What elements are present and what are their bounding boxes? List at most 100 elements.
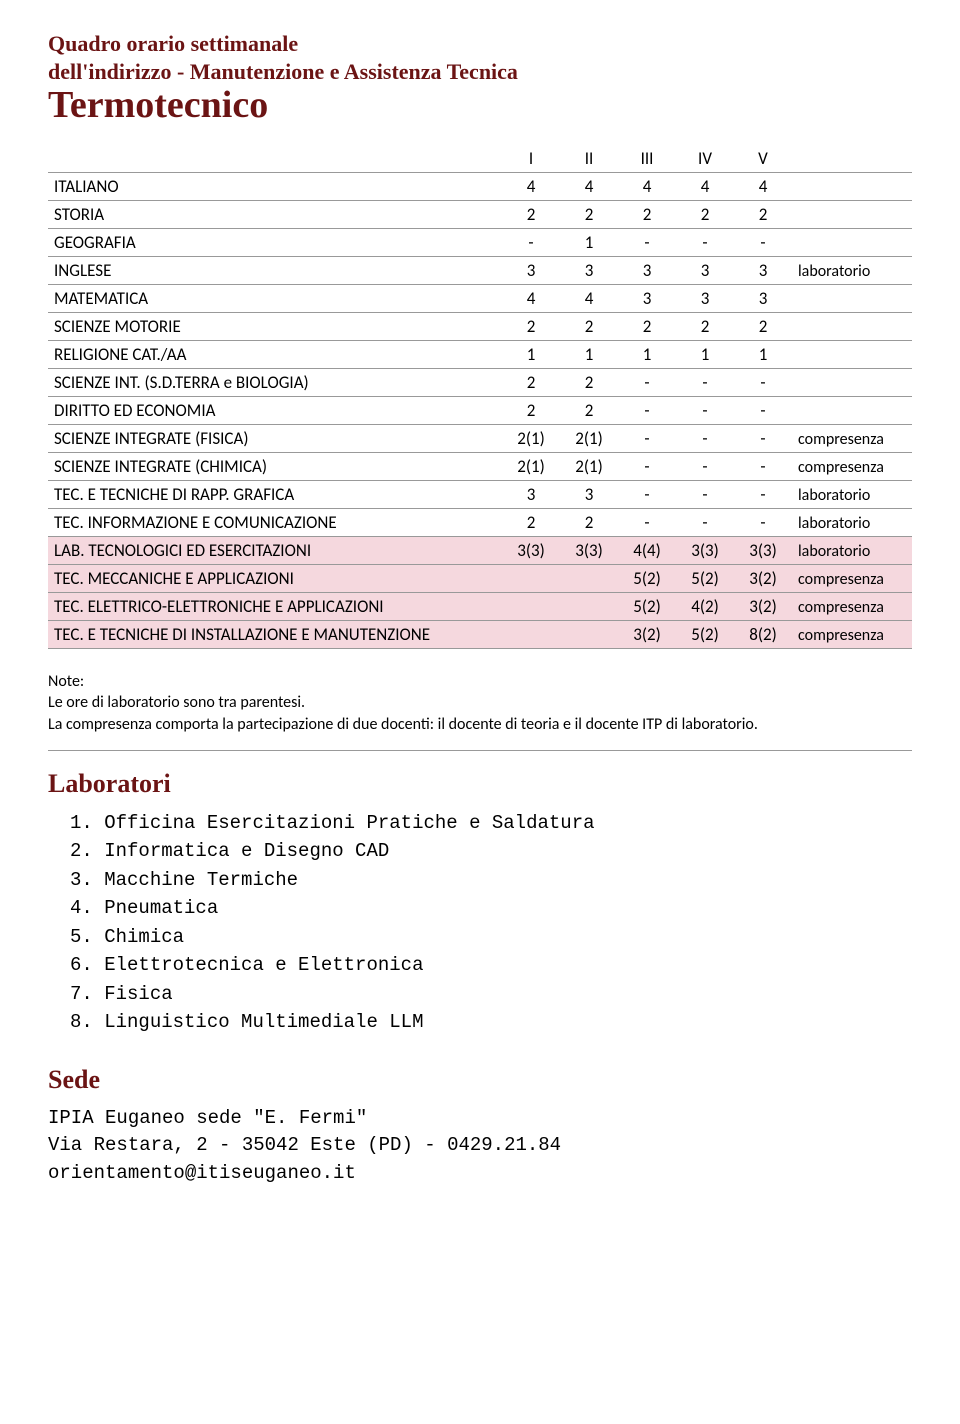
note-cell: compresenza xyxy=(792,452,912,480)
value-cell: - xyxy=(676,508,734,536)
table-row: SCIENZE INTEGRATE (CHIMICA)2(1)2(1)---co… xyxy=(48,452,912,480)
subject-cell: TEC. ELETTRICO-ELETTRONICHE E APPLICAZIO… xyxy=(48,592,502,620)
subject-cell: SCIENZE INT. (S.D.TERRA e BIOLOGIA) xyxy=(48,368,502,396)
table-row: LAB. TECNOLOGICI ED ESERCITAZIONI3(3)3(3… xyxy=(48,536,912,564)
subject-cell: ITALIANO xyxy=(48,172,502,200)
timetable-header-row: I II III IV V xyxy=(48,145,912,173)
value-cell: 5(2) xyxy=(618,592,676,620)
value-cell: - xyxy=(618,228,676,256)
notes-line: La compresenza comporta la partecipazion… xyxy=(48,714,912,736)
value-cell: 3 xyxy=(734,284,792,312)
note-cell xyxy=(792,340,912,368)
value-cell: 4 xyxy=(560,172,618,200)
value-cell: 2 xyxy=(502,368,560,396)
list-item: Elettrotecnica e Elettronica xyxy=(70,951,912,980)
list-item: Macchine Termiche xyxy=(70,866,912,895)
value-cell: 3 xyxy=(676,256,734,284)
value-cell: - xyxy=(676,368,734,396)
table-row: GEOGRAFIA-1--- xyxy=(48,228,912,256)
value-cell: - xyxy=(618,480,676,508)
notes-line: Le ore di laboratorio sono tra parentesi… xyxy=(48,692,912,714)
table-row: STORIA22222 xyxy=(48,200,912,228)
labs-list: Officina Esercitazioni Pratiche e Saldat… xyxy=(70,809,912,1037)
list-item: Pneumatica xyxy=(70,894,912,923)
value-cell: 3(3) xyxy=(676,536,734,564)
value-cell: - xyxy=(676,424,734,452)
value-cell: 5(2) xyxy=(618,564,676,592)
value-cell: 3 xyxy=(618,284,676,312)
table-row: INGLESE33333laboratorio xyxy=(48,256,912,284)
value-cell: 1 xyxy=(560,228,618,256)
subject-cell: LAB. TECNOLOGICI ED ESERCITAZIONI xyxy=(48,536,502,564)
subject-cell: SCIENZE INTEGRATE (CHIMICA) xyxy=(48,452,502,480)
value-cell: - xyxy=(734,508,792,536)
value-cell: - xyxy=(734,368,792,396)
value-cell: 2 xyxy=(502,200,560,228)
note-cell: laboratorio xyxy=(792,480,912,508)
value-cell xyxy=(502,564,560,592)
subject-cell: INGLESE xyxy=(48,256,502,284)
value-cell: 3 xyxy=(676,284,734,312)
table-row: SCIENZE INTEGRATE (FISICA)2(1)2(1)---com… xyxy=(48,424,912,452)
value-cell: 2 xyxy=(560,368,618,396)
value-cell: 3 xyxy=(502,480,560,508)
value-cell: 2 xyxy=(502,312,560,340)
value-cell: 2 xyxy=(676,200,734,228)
value-cell xyxy=(560,564,618,592)
value-cell: 5(2) xyxy=(676,564,734,592)
value-cell: - xyxy=(618,368,676,396)
value-cell: - xyxy=(734,424,792,452)
value-cell xyxy=(560,620,618,648)
note-cell xyxy=(792,284,912,312)
value-cell: 4(4) xyxy=(618,536,676,564)
labs-title: Laboratori xyxy=(48,769,912,799)
value-cell xyxy=(502,620,560,648)
subject-cell: RELIGIONE CAT./AA xyxy=(48,340,502,368)
value-cell: - xyxy=(676,452,734,480)
note-cell xyxy=(792,368,912,396)
list-item: Officina Esercitazioni Pratiche e Saldat… xyxy=(70,809,912,838)
value-cell: 3(2) xyxy=(734,592,792,620)
value-cell: 1 xyxy=(734,340,792,368)
value-cell: - xyxy=(734,396,792,424)
value-cell xyxy=(560,592,618,620)
table-row: SCIENZE INT. (S.D.TERRA e BIOLOGIA)22--- xyxy=(48,368,912,396)
subject-cell: SCIENZE MOTORIE xyxy=(48,312,502,340)
subject-cell: MATEMATICA xyxy=(48,284,502,312)
subject-cell: SCIENZE INTEGRATE (FISICA) xyxy=(48,424,502,452)
subject-cell: TEC. INFORMAZIONE E COMUNICAZIONE xyxy=(48,508,502,536)
value-cell: 4 xyxy=(502,172,560,200)
value-cell: - xyxy=(502,228,560,256)
col-header: V xyxy=(734,145,792,173)
list-item: Informatica e Disegno CAD xyxy=(70,837,912,866)
value-cell: - xyxy=(676,396,734,424)
value-cell: 2 xyxy=(560,396,618,424)
table-row: TEC. MECCANICHE E APPLICAZIONI5(2)5(2)3(… xyxy=(48,564,912,592)
value-cell: 3 xyxy=(734,256,792,284)
value-cell: 3 xyxy=(560,256,618,284)
value-cell: 2 xyxy=(502,508,560,536)
value-cell: 5(2) xyxy=(676,620,734,648)
value-cell xyxy=(502,592,560,620)
value-cell: - xyxy=(618,424,676,452)
value-cell: 2 xyxy=(560,200,618,228)
subject-cell: STORIA xyxy=(48,200,502,228)
value-cell: - xyxy=(734,480,792,508)
note-cell xyxy=(792,396,912,424)
value-cell: 3(2) xyxy=(734,564,792,592)
value-cell: 3 xyxy=(502,256,560,284)
value-cell: - xyxy=(676,480,734,508)
value-cell: 2 xyxy=(734,200,792,228)
value-cell: 2 xyxy=(502,396,560,424)
table-row: RELIGIONE CAT./AA11111 xyxy=(48,340,912,368)
table-row: TEC. E TECNICHE DI RAPP. GRAFICA33---lab… xyxy=(48,480,912,508)
list-item: Linguistico Multimediale LLM xyxy=(70,1008,912,1037)
value-cell: 1 xyxy=(560,340,618,368)
value-cell: 3 xyxy=(618,256,676,284)
timetable: I II III IV V ITALIANO44444STORIA22222GE… xyxy=(48,145,912,649)
value-cell: 4 xyxy=(676,172,734,200)
sede-line: orientamento@itiseuganeo.it xyxy=(48,1160,912,1188)
value-cell: 3(2) xyxy=(618,620,676,648)
subject-cell: TEC. MECCANICHE E APPLICAZIONI xyxy=(48,564,502,592)
table-row: ITALIANO44444 xyxy=(48,172,912,200)
